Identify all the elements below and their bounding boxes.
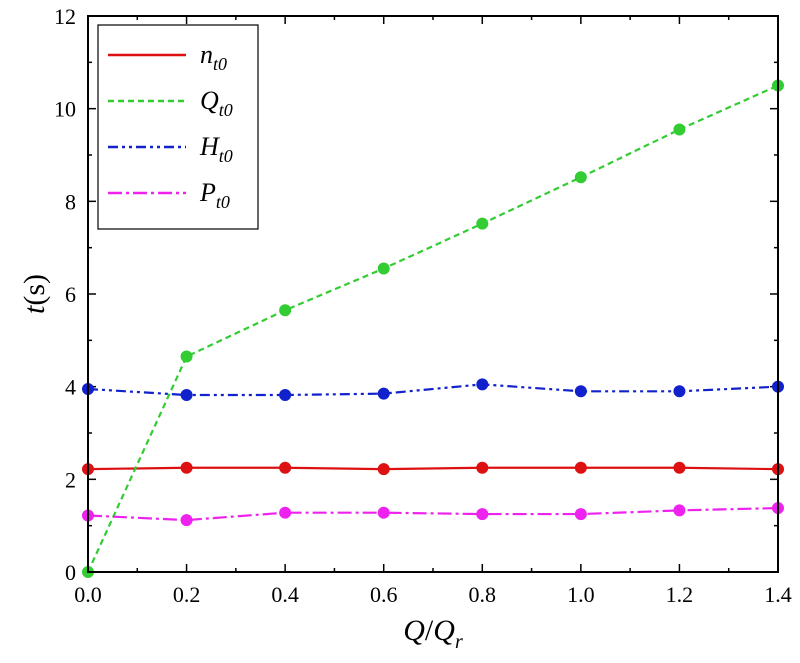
data-point — [377, 506, 390, 519]
x-axis-title: Q/Qr — [403, 614, 463, 653]
series-layer — [82, 79, 784, 578]
data-point — [377, 463, 390, 476]
x-tick-label: 1.4 — [764, 582, 792, 607]
series-H-t0 — [82, 378, 784, 402]
legend-label-subscript: t0 — [216, 192, 230, 212]
x-axis-title-numerator: Q — [403, 614, 425, 647]
data-point — [574, 385, 587, 398]
series-line — [87, 383, 779, 397]
data-point — [476, 217, 489, 230]
data-point — [476, 508, 489, 521]
y-tick-label: 6 — [65, 282, 76, 307]
y-tick-label: 10 — [54, 97, 76, 122]
data-point — [673, 123, 686, 136]
x-axis-title-denominator: Q — [433, 614, 455, 647]
x-tick-label: 1.0 — [567, 582, 595, 607]
legend-label-main: H — [199, 132, 220, 161]
series-n-t0 — [82, 461, 784, 476]
legend-box — [97, 24, 259, 230]
data-point — [673, 461, 686, 474]
y-tick-label: 0 — [65, 560, 76, 585]
x-tick-label: 1.2 — [666, 582, 694, 607]
data-point — [574, 461, 587, 474]
data-point — [476, 461, 489, 474]
legend-label-subscript: t0 — [213, 54, 227, 74]
y-axis-ticks: 0 2 4 6 8 10 12 — [54, 4, 778, 585]
legend-label: nt0 — [200, 40, 227, 74]
x-axis-title-subscript: r — [455, 631, 463, 653]
data-point — [574, 171, 587, 184]
y-tick-label: 12 — [54, 4, 76, 29]
plot-frame — [87, 15, 779, 573]
x-tick-label: 0.4 — [271, 582, 299, 607]
data-point — [180, 350, 193, 363]
legend-label-main: n — [200, 40, 213, 69]
series-P-t0 — [82, 502, 784, 527]
legend-label: Qt0 — [200, 86, 233, 120]
data-point — [279, 506, 292, 519]
data-point — [574, 508, 587, 521]
legend-label-subscript: t0 — [219, 100, 233, 120]
legend-label: Pt0 — [199, 178, 230, 212]
data-point — [377, 387, 390, 400]
data-point — [180, 389, 193, 402]
x-tick-label: 0.8 — [469, 582, 497, 607]
data-point — [279, 389, 292, 402]
data-point — [673, 504, 686, 517]
x-axis-ticks: 0.0 0.2 0.4 0.6 0.8 1.0 1.2 1.4 — [74, 16, 792, 607]
legend-label-main: Q — [200, 86, 219, 115]
data-point — [377, 262, 390, 275]
y-axis-title: t(s) — [18, 274, 51, 314]
data-point — [180, 514, 193, 527]
x-tick-label: 0.0 — [74, 582, 102, 607]
y-tick-label: 8 — [65, 189, 76, 214]
data-point — [673, 385, 686, 398]
series-line — [86, 84, 779, 573]
y-axis-title-symbol: t — [18, 305, 51, 314]
x-tick-label: 0.2 — [173, 582, 201, 607]
y-axis-title-unit: (s) — [18, 274, 51, 306]
series-line — [87, 506, 779, 522]
series-line — [87, 466, 779, 471]
legend-label-main: P — [199, 178, 216, 207]
legend-label: Ht0 — [199, 132, 233, 166]
data-point — [180, 461, 193, 474]
legend-label-subscript: t0 — [219, 146, 233, 166]
data-point — [476, 378, 489, 391]
data-point — [279, 461, 292, 474]
data-point — [279, 304, 292, 317]
x-tick-label: 0.6 — [370, 582, 398, 607]
y-tick-label: 4 — [65, 375, 76, 400]
y-tick-label: 2 — [65, 467, 76, 492]
x-axis-title-slash: / — [425, 614, 434, 647]
